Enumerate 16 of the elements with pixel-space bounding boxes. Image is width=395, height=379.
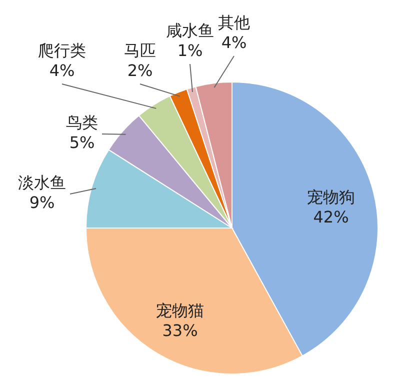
slice-label: 咸水鱼	[166, 21, 214, 40]
slice-label: 马匹	[124, 41, 156, 60]
data-label: 1%	[177, 41, 203, 60]
data-label: 4%	[221, 33, 247, 52]
data-label: 2%	[127, 61, 153, 80]
slice-label: 鸟类	[66, 113, 98, 132]
data-label: 5%	[69, 133, 95, 152]
slice-label: 宠物猫	[156, 300, 204, 320]
data-label: 33%	[162, 320, 198, 340]
data-label: 42%	[313, 208, 349, 227]
slice-label: 爬行类	[38, 41, 86, 60]
data-label: 9%	[29, 193, 55, 212]
data-label: 4%	[49, 61, 75, 80]
slice-label: 其他	[218, 13, 250, 32]
slice-label: 淡水鱼	[18, 173, 66, 192]
slice-label: 宠物狗	[306, 188, 355, 207]
